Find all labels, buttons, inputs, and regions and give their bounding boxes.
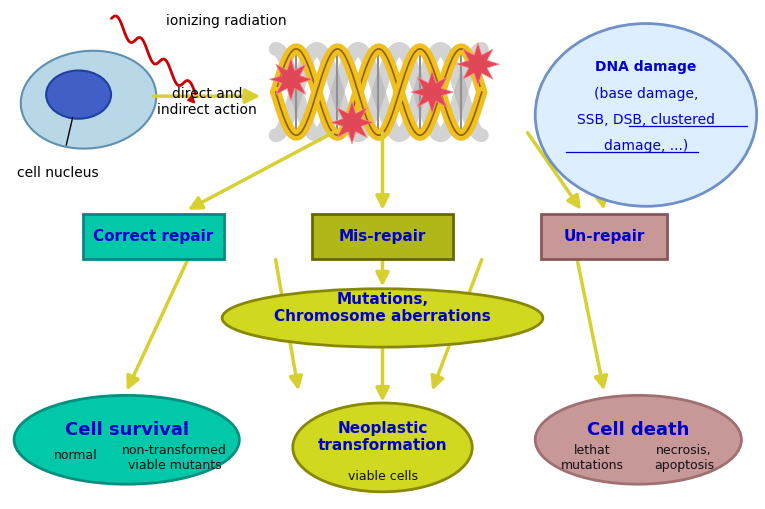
Polygon shape: [330, 101, 373, 144]
Text: Mutations,
Chromosome aberrations: Mutations, Chromosome aberrations: [274, 292, 491, 324]
Text: lethat
mutations: lethat mutations: [561, 443, 624, 471]
Text: SSB, DSB, clustered: SSB, DSB, clustered: [577, 113, 715, 127]
Text: viable cells: viable cells: [347, 470, 418, 484]
Text: direct and
indirect action: direct and indirect action: [157, 87, 257, 117]
Text: damage, ...): damage, ...): [604, 139, 688, 153]
Ellipse shape: [222, 289, 543, 347]
FancyBboxPatch shape: [83, 214, 224, 259]
Ellipse shape: [536, 23, 757, 206]
Text: non-transformed
viable mutants: non-transformed viable mutants: [122, 443, 227, 471]
FancyBboxPatch shape: [541, 214, 667, 259]
Text: Un-repair: Un-repair: [563, 229, 645, 244]
FancyBboxPatch shape: [312, 214, 453, 259]
Text: Mis-repair: Mis-repair: [339, 229, 426, 244]
Text: (base damage,: (base damage,: [594, 87, 698, 101]
Polygon shape: [269, 58, 312, 101]
Text: Cell death: Cell death: [587, 420, 689, 439]
Ellipse shape: [14, 395, 239, 484]
Text: Cell survival: Cell survival: [65, 420, 189, 439]
Ellipse shape: [293, 403, 472, 492]
Polygon shape: [457, 43, 500, 86]
Text: ionizing radiation: ionizing radiation: [166, 14, 286, 28]
Text: Correct repair: Correct repair: [93, 229, 213, 244]
Ellipse shape: [536, 395, 741, 484]
Text: necrosis,
apoptosis: necrosis, apoptosis: [654, 443, 715, 471]
Text: cell nucleus: cell nucleus: [17, 166, 99, 180]
Ellipse shape: [21, 51, 156, 149]
Ellipse shape: [46, 70, 111, 119]
Text: DNA damage: DNA damage: [595, 60, 697, 74]
Text: normal: normal: [54, 448, 97, 462]
Text: Neoplastic
transformation: Neoplastic transformation: [317, 421, 448, 454]
Polygon shape: [411, 71, 454, 114]
